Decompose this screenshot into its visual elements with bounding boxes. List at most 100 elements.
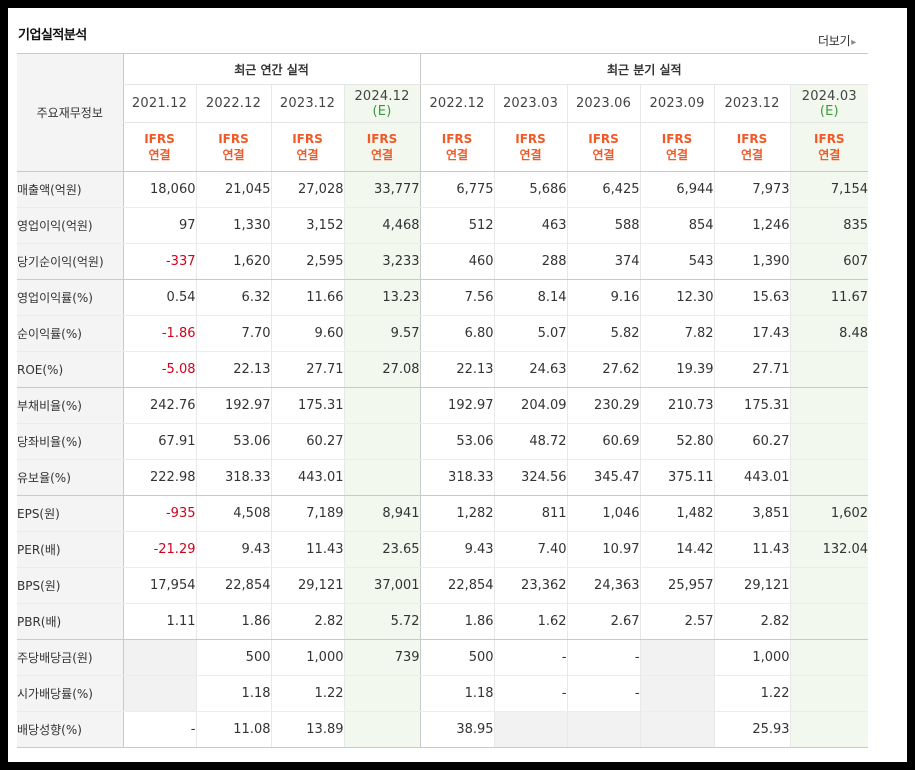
value-cell: 374 bbox=[566, 243, 641, 280]
value-cell: 588 bbox=[566, 207, 641, 244]
value-cell: 443.01 bbox=[270, 459, 344, 496]
more-label: 더보기 bbox=[818, 34, 851, 48]
value-cell: 7.56 bbox=[419, 279, 495, 316]
value-cell: 52.80 bbox=[639, 423, 715, 460]
period-header: 2023.03 bbox=[493, 84, 568, 123]
value-cell: 210.73 bbox=[639, 387, 715, 424]
ifrs-label: IFRS bbox=[292, 132, 323, 146]
value-cell: 1.22 bbox=[270, 675, 344, 712]
value-cell: 19.39 bbox=[639, 351, 715, 388]
value-cell: 375.11 bbox=[639, 459, 715, 496]
value-cell: 1,330 bbox=[195, 207, 271, 244]
consolidated-label: 연결 bbox=[519, 148, 542, 162]
value-cell: 11.08 bbox=[195, 711, 271, 748]
estimate-mark: (E) bbox=[819, 103, 839, 119]
value-cell: 318.33 bbox=[419, 459, 495, 496]
quarter-group-header: 최근 분기 실적 bbox=[419, 53, 869, 85]
value-cell: 1,602 bbox=[789, 495, 869, 532]
value-cell: 222.98 bbox=[122, 459, 196, 496]
value-cell: 463 bbox=[493, 207, 568, 244]
period-label: 2022.12 bbox=[429, 96, 485, 111]
value-cell: 1,620 bbox=[195, 243, 271, 280]
ifrs-label: IFRS bbox=[218, 132, 249, 146]
period-header: 2023.12 bbox=[713, 84, 791, 123]
value-cell: 27.62 bbox=[566, 351, 641, 388]
value-cell: 23,362 bbox=[493, 567, 568, 604]
ifrs-label: IFRS bbox=[736, 132, 768, 146]
value-cell bbox=[789, 711, 869, 748]
row-label: 시가배당률(%) bbox=[17, 675, 123, 712]
financial-table: 주요재무정보 최근 연간 실적 최근 분기 실적 2021.12 2022.12 2… bbox=[17, 53, 869, 748]
value-cell: 204.09 bbox=[493, 387, 568, 424]
value-cell: 607 bbox=[789, 243, 869, 280]
value-cell: - bbox=[493, 639, 568, 676]
corner-header: 주요재무정보 bbox=[17, 53, 123, 172]
row-label: PER(배) bbox=[17, 531, 123, 568]
value-cell: 22,854 bbox=[419, 567, 495, 604]
value-cell: 192.97 bbox=[195, 387, 271, 424]
value-cell: 500 bbox=[195, 639, 271, 676]
value-cell: - bbox=[566, 639, 641, 676]
ifrs-header-row: IFRS 연결 IFRS 연결 IFRS 연결 IFRS 연결 IFRS 연결 IFRS 연결 IFRS… bbox=[17, 122, 869, 172]
ifrs-label: IFRS bbox=[441, 132, 473, 146]
table-row: 당좌비율(%) 67.91 53.06 60.27 53.06 48.72 60.69 52.… bbox=[17, 423, 869, 460]
value-cell: 1,282 bbox=[419, 495, 495, 532]
value-cell: 1,000 bbox=[270, 639, 344, 676]
more-link[interactable]: 더보기▸ bbox=[818, 32, 856, 49]
period-header-row: 2021.12 2022.12 2023.12 2024.12 (E) 2022.12 20… bbox=[17, 84, 869, 123]
value-cell: 1.62 bbox=[493, 603, 568, 640]
period-label: 2024.12 bbox=[354, 88, 410, 104]
value-cell: 230.29 bbox=[566, 387, 641, 424]
value-cell: 7,973 bbox=[713, 171, 791, 208]
value-cell: 1.22 bbox=[713, 675, 791, 712]
value-cell: 5,686 bbox=[493, 171, 568, 208]
value-cell: 6,944 bbox=[639, 171, 715, 208]
ifrs-basis-header: IFRS 연결 bbox=[270, 122, 344, 172]
value-cell: 6.32 bbox=[195, 279, 271, 316]
value-cell: 3,152 bbox=[270, 207, 344, 244]
value-cell: 27.08 bbox=[343, 351, 421, 388]
period-label: 2023.12 bbox=[724, 96, 780, 111]
chevron-right-icon: ▸ bbox=[851, 37, 856, 48]
value-cell bbox=[343, 459, 421, 496]
value-cell: 9.60 bbox=[270, 315, 344, 352]
ifrs-basis-header: IFRS 연결 bbox=[566, 122, 641, 172]
table-row: EPS(원) -935 4,508 7,189 8,941 1,282 811 1,046 1,… bbox=[17, 495, 869, 532]
period-label: 2022.12 bbox=[205, 96, 262, 111]
value-cell: 11.43 bbox=[713, 531, 791, 568]
consolidated-label: 연결 bbox=[592, 148, 615, 162]
row-label: EPS(원) bbox=[17, 495, 123, 532]
value-cell: 1.11 bbox=[122, 603, 196, 640]
value-cell: 8.14 bbox=[493, 279, 568, 316]
value-cell bbox=[493, 711, 568, 748]
value-cell: 2.57 bbox=[639, 603, 715, 640]
value-cell: 0.54 bbox=[122, 279, 196, 316]
value-cell: 5.07 bbox=[493, 315, 568, 352]
ifrs-basis-header: IFRS 연결 bbox=[713, 122, 791, 172]
value-cell: -21.29 bbox=[122, 531, 196, 568]
table-row: 주당배당금(원) 500 1,000 739 500- -1,000 bbox=[17, 639, 869, 676]
value-cell bbox=[343, 675, 421, 712]
period-header: 2023.09 bbox=[639, 84, 715, 123]
value-cell: 7,154 bbox=[789, 171, 869, 208]
value-cell: 29,121 bbox=[270, 567, 344, 604]
table-row: PBR(배) 1.11 1.86 2.82 5.72 1.86 1.62 2.67 2.57 2.… bbox=[17, 603, 869, 640]
value-cell: 2,595 bbox=[270, 243, 344, 280]
value-cell: 37,001 bbox=[343, 567, 421, 604]
value-cell: 60.27 bbox=[713, 423, 791, 460]
value-cell bbox=[343, 711, 421, 748]
value-cell bbox=[789, 351, 869, 388]
value-cell: 15.63 bbox=[713, 279, 791, 316]
value-cell: 7.82 bbox=[639, 315, 715, 352]
value-cell: 24,363 bbox=[566, 567, 641, 604]
value-cell: 12.30 bbox=[639, 279, 715, 316]
value-cell: 324.56 bbox=[493, 459, 568, 496]
value-cell: 2.67 bbox=[566, 603, 641, 640]
ifrs-label: IFRS bbox=[814, 132, 845, 146]
value-cell: 242.76 bbox=[122, 387, 196, 424]
period-header: 2022.12 bbox=[419, 84, 495, 123]
table-row: 당기순이익(억원) -337 1,620 2,595 3,233 460 288 374 543… bbox=[17, 243, 869, 280]
estimate-mark: (E) bbox=[372, 103, 392, 119]
consolidated-label: 연결 bbox=[446, 148, 469, 162]
value-cell: 29,121 bbox=[713, 567, 791, 604]
